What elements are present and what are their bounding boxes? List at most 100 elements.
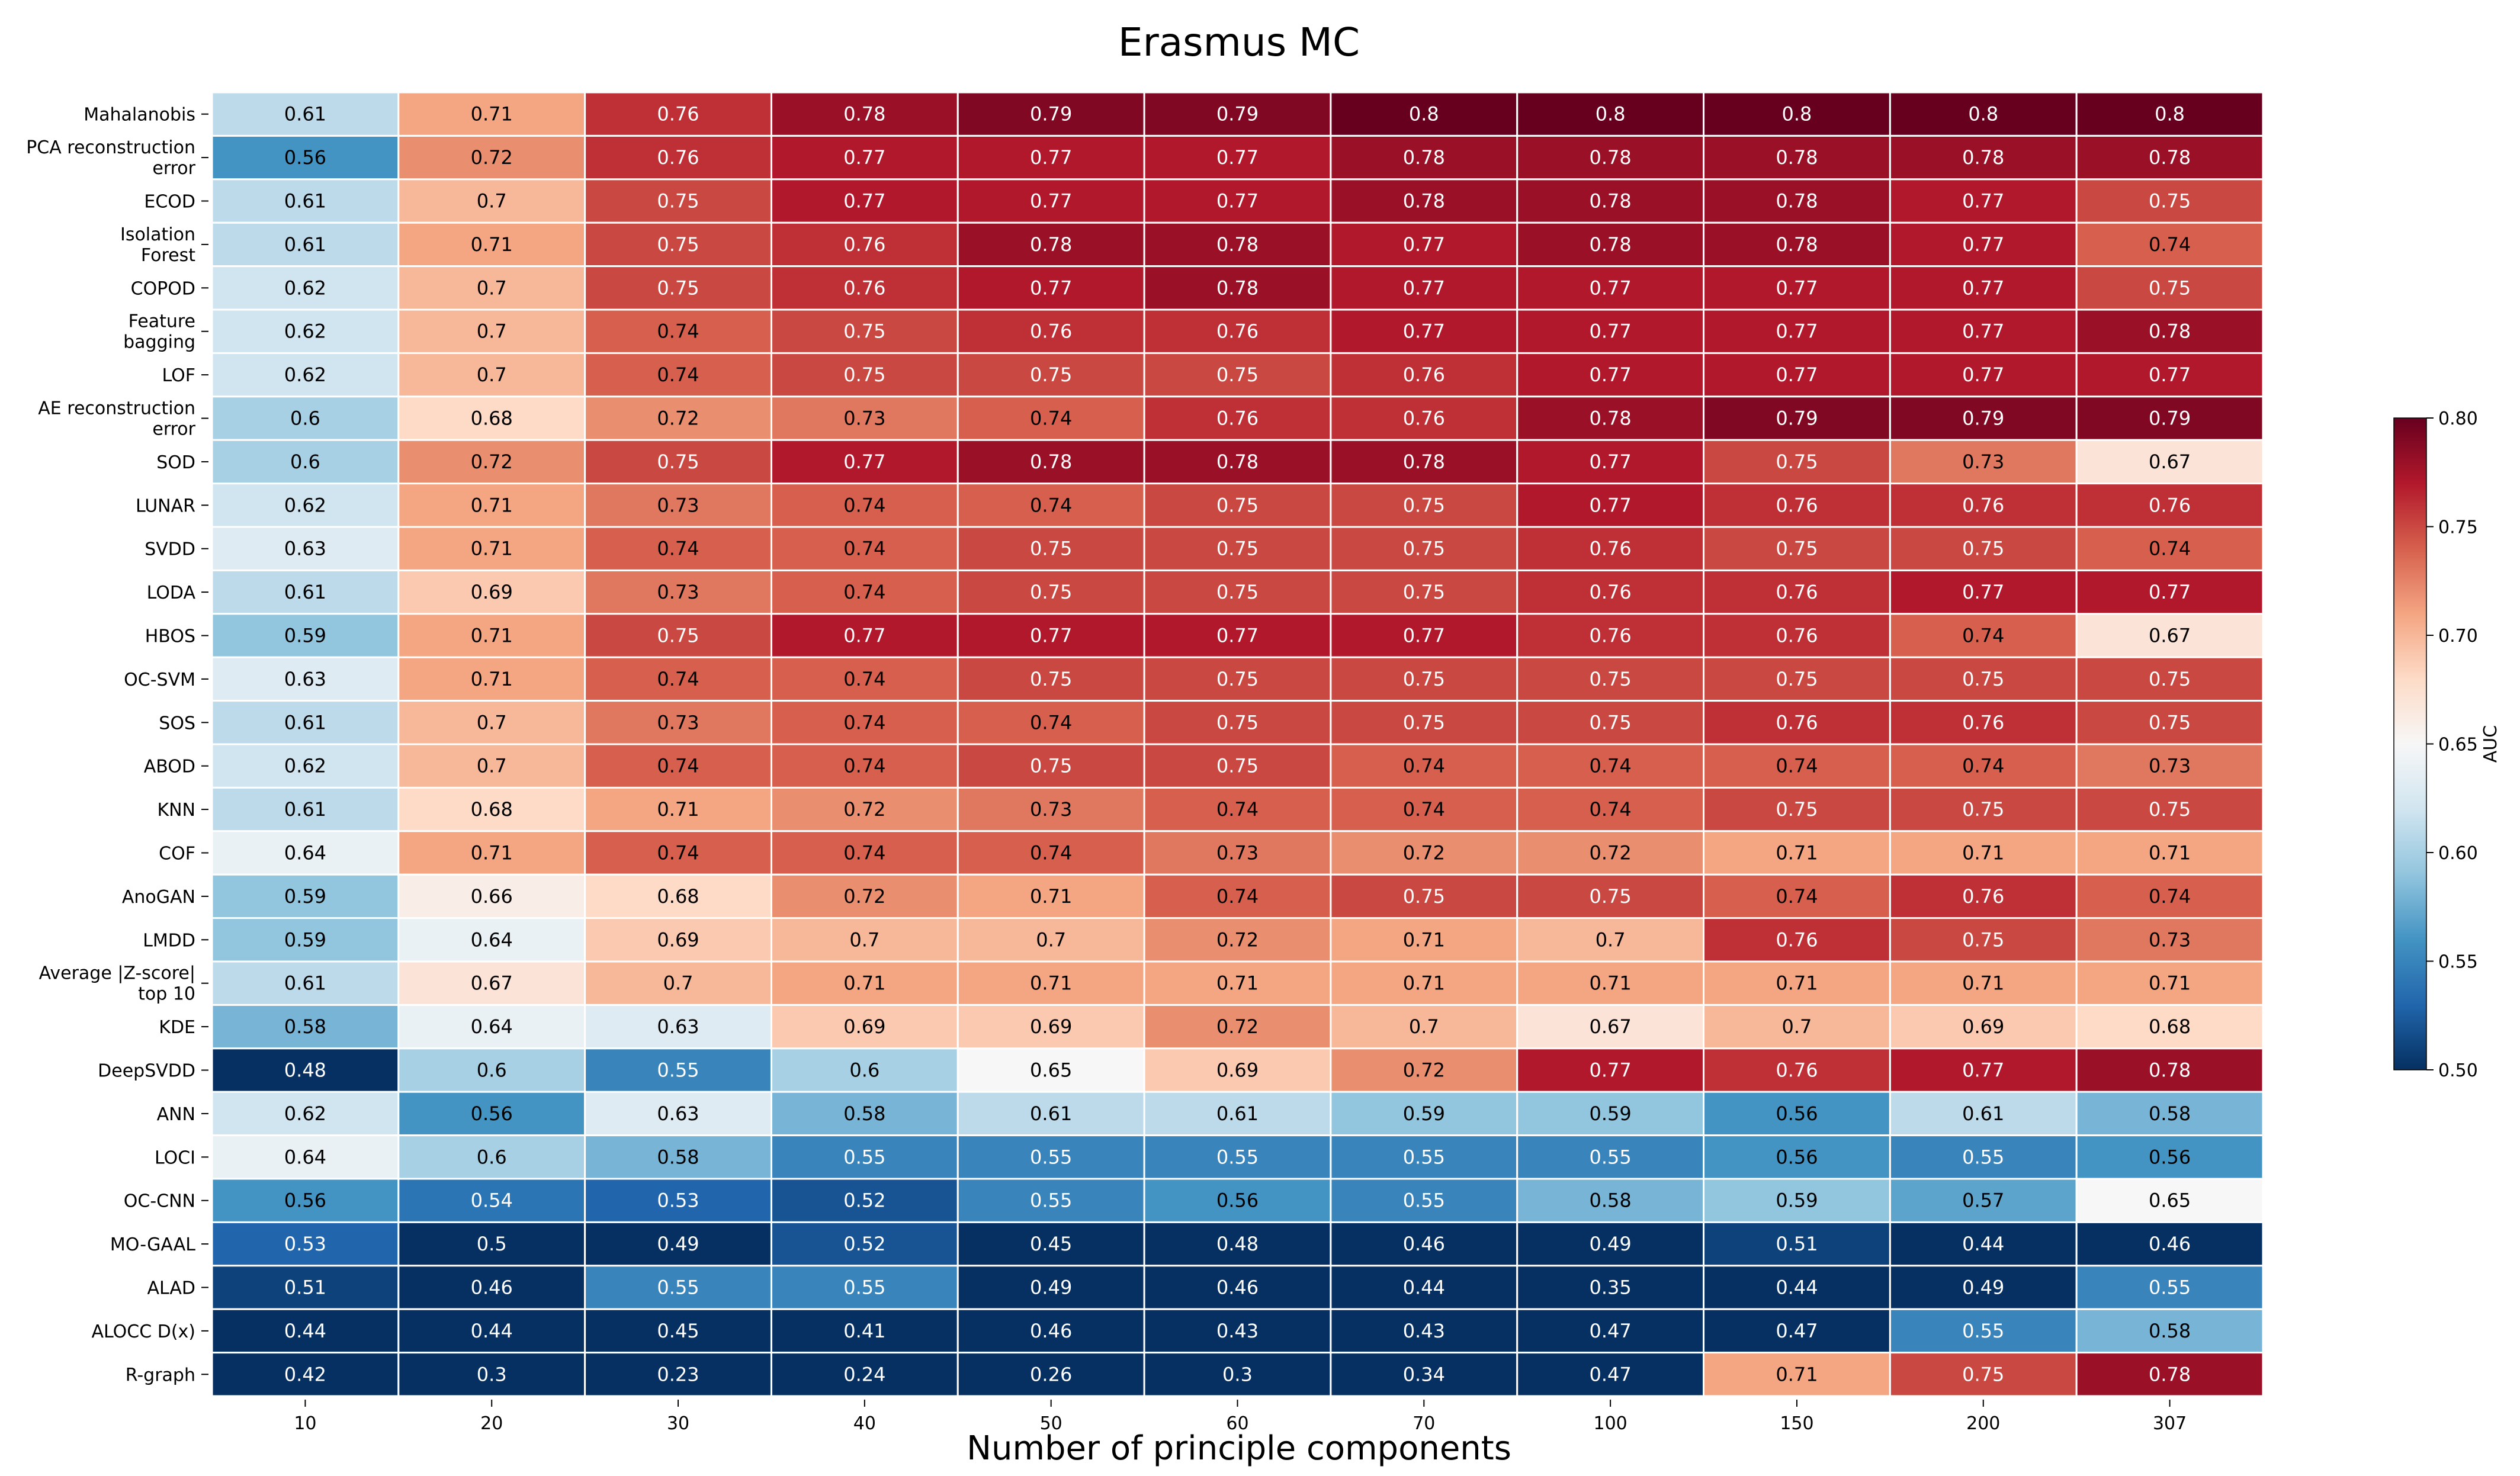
heatmap-cell [397,569,586,615]
colorbar-tick-label: 0.50 [2438,1060,2478,1081]
cell-value-label: 0.74 [843,668,885,690]
cell-value-label: 0.73 [1216,842,1259,864]
cell-value-label: 0.77 [1590,320,1632,343]
cell-value-label: 0.76 [1776,1059,1818,1082]
row-label: LUNAR [136,496,195,516]
cell-value-label: 0.77 [1030,276,1072,299]
row-label: ABOD [144,757,195,777]
heatmap-cell [584,265,772,311]
column-label: 100 [1594,1413,1627,1434]
row-label: LODA [147,583,196,603]
cell-value-label: 0.68 [471,798,513,821]
cell-value-label: 0.8 [1782,103,1812,126]
cell-value-label: 0.74 [1776,885,1818,908]
cell-value-label: 0.55 [1030,1189,1072,1212]
cell-value-label: 0.74 [2149,233,2191,256]
cell-value-label: 0.74 [843,711,885,734]
cell-value-label: 0.77 [1962,1059,2004,1082]
column-label: 70 [1413,1413,1435,1434]
heatmap-cell [1330,569,1519,615]
heatmap-cell [1889,1047,2078,1093]
heatmap-cell [1703,439,1891,485]
row-label: COF [159,844,195,864]
heatmap-cell [211,352,400,398]
cell-value-label: 0.75 [1403,538,1445,560]
heatmap-cell [2075,743,2264,789]
heatmap-cell [211,439,400,485]
heatmap-cell [1516,873,1705,919]
cell-value-label: 0.77 [1403,233,1445,256]
heatmap-cell [1143,960,1332,1006]
cell-value-label: 0.74 [1590,755,1632,777]
heatmap-cell [397,1134,586,1180]
cell-value-label: 0.76 [1962,711,2004,734]
heatmap-cell [1703,265,1891,311]
row-label: Isolation Forest [120,224,195,266]
cell-value-label: 0.78 [1403,190,1445,213]
heatmap-cell [211,569,400,615]
cell-value-label: 0.75 [657,625,699,647]
heatmap-cell [397,1221,586,1267]
cell-value-label: 0.61 [1962,1102,2004,1125]
heatmap-cell [211,743,400,789]
heatmap-cell [1330,134,1519,181]
cell-value-label: 0.53 [657,1189,699,1212]
cell-value-label: 0.76 [1590,625,1632,647]
heatmap-cell [1889,352,2078,398]
cell-value-label: 0.48 [284,1059,326,1082]
cell-value-label: 0.72 [471,451,513,473]
heatmap-cell [1889,1178,2078,1223]
row-label: Feature bagging [123,311,195,353]
cell-value-label: 0.77 [843,451,885,473]
cell-value-label: 0.77 [1962,190,2004,213]
heatmap-cell [1330,178,1519,224]
heatmap-cell [1703,830,1891,876]
cell-value-label: 0.66 [471,885,513,908]
cell-value-label: 0.75 [1776,798,1818,821]
heatmap-cell [584,743,772,789]
heatmap-cell [211,178,400,224]
cell-value-label: 0.73 [657,494,699,516]
heatmap-cell [770,873,959,919]
row-label: ALOCC D(x) [92,1321,195,1342]
cell-value-label: 0.26 [1030,1363,1072,1385]
colorbar-tick-label: 0.55 [2438,952,2478,973]
cell-value-label: 0.75 [657,451,699,473]
cell-value-label: 0.65 [1030,1059,1072,1082]
row-label: PCA reconstruction error [26,137,195,179]
cell-value-label: 0.7 [477,364,507,386]
cell-value-label: 0.54 [471,1189,513,1212]
cell-value-label: 0.62 [284,1102,326,1125]
heatmap-cell [1889,395,2078,441]
cell-value-label: 0.43 [1403,1320,1445,1342]
cell-value-label: 0.77 [1962,581,2004,603]
heatmap-cell [1143,483,1332,528]
cell-value-label: 0.7 [477,711,507,734]
colorbar-tick-label: 0.80 [2438,409,2478,429]
cell-value-label: 0.76 [1776,625,1818,647]
cell-value-label: 0.6 [849,1059,879,1082]
cell-value-label: 0.75 [1030,538,1072,560]
cell-value-label: 0.73 [657,711,699,734]
cell-value-label: 0.77 [1590,451,1632,473]
cell-value-label: 0.75 [1216,494,1259,516]
heatmap-cell [584,1178,772,1223]
row-label: OC-CNN [124,1191,195,1212]
cell-value-label: 0.44 [1776,1276,1818,1299]
cell-value-label: 0.55 [657,1059,699,1082]
cell-value-label: 0.72 [657,407,699,430]
heatmap-cell [1516,91,1705,137]
heatmap-cell [1330,395,1519,441]
column-label: 10 [294,1413,316,1434]
heatmap-cell [1889,526,2078,571]
cell-value-label: 0.44 [1962,1233,2004,1255]
cell-value-label: 0.56 [2149,1146,2191,1168]
cell-value-label: 0.46 [471,1276,513,1299]
cell-value-label: 0.76 [1962,885,2004,908]
cell-value-label: 0.55 [1403,1189,1445,1212]
row-label: ALAD [147,1278,195,1299]
cell-value-label: 0.57 [1962,1189,2004,1212]
heatmap-cell [956,1047,1145,1093]
cell-value-label: 0.74 [1216,885,1259,908]
cell-value-label: 0.8 [2155,103,2185,126]
